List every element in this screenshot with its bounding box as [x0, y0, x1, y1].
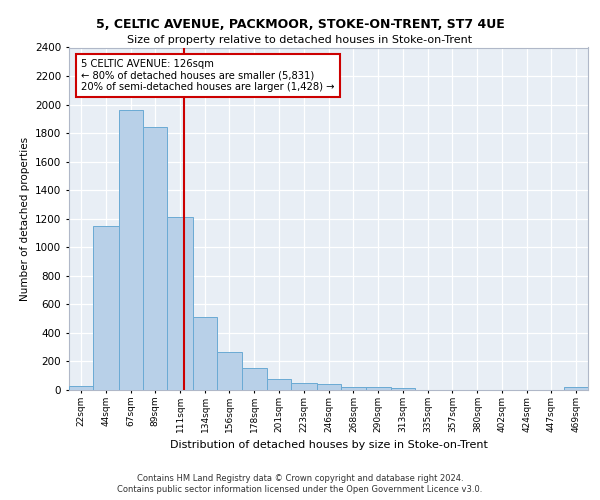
X-axis label: Distribution of detached houses by size in Stoke-on-Trent: Distribution of detached houses by size …: [170, 440, 487, 450]
Bar: [94, 226, 119, 390]
Bar: [217, 352, 242, 390]
Bar: [193, 316, 217, 390]
Bar: [317, 384, 341, 390]
Bar: [242, 368, 267, 390]
Text: 5, CELTIC AVENUE, PACKMOOR, STOKE-ON-TRENT, ST7 4UE: 5, CELTIC AVENUE, PACKMOOR, STOKE-ON-TRE…: [95, 18, 505, 30]
Bar: [69, 386, 94, 390]
Text: 5 CELTIC AVENUE: 126sqm
← 80% of detached houses are smaller (5,831)
20% of semi: 5 CELTIC AVENUE: 126sqm ← 80% of detache…: [81, 59, 335, 92]
Text: Size of property relative to detached houses in Stoke-on-Trent: Size of property relative to detached ho…: [127, 35, 473, 45]
Bar: [292, 383, 317, 390]
Bar: [341, 387, 365, 390]
Bar: [143, 128, 167, 390]
Y-axis label: Number of detached properties: Number of detached properties: [20, 136, 29, 301]
Text: Contains HM Land Registry data © Crown copyright and database right 2024.
Contai: Contains HM Land Registry data © Crown c…: [118, 474, 482, 494]
Bar: [365, 387, 391, 390]
Bar: [267, 378, 292, 390]
Bar: [391, 388, 415, 390]
Bar: [119, 110, 143, 390]
Bar: [563, 388, 588, 390]
Bar: [167, 218, 193, 390]
